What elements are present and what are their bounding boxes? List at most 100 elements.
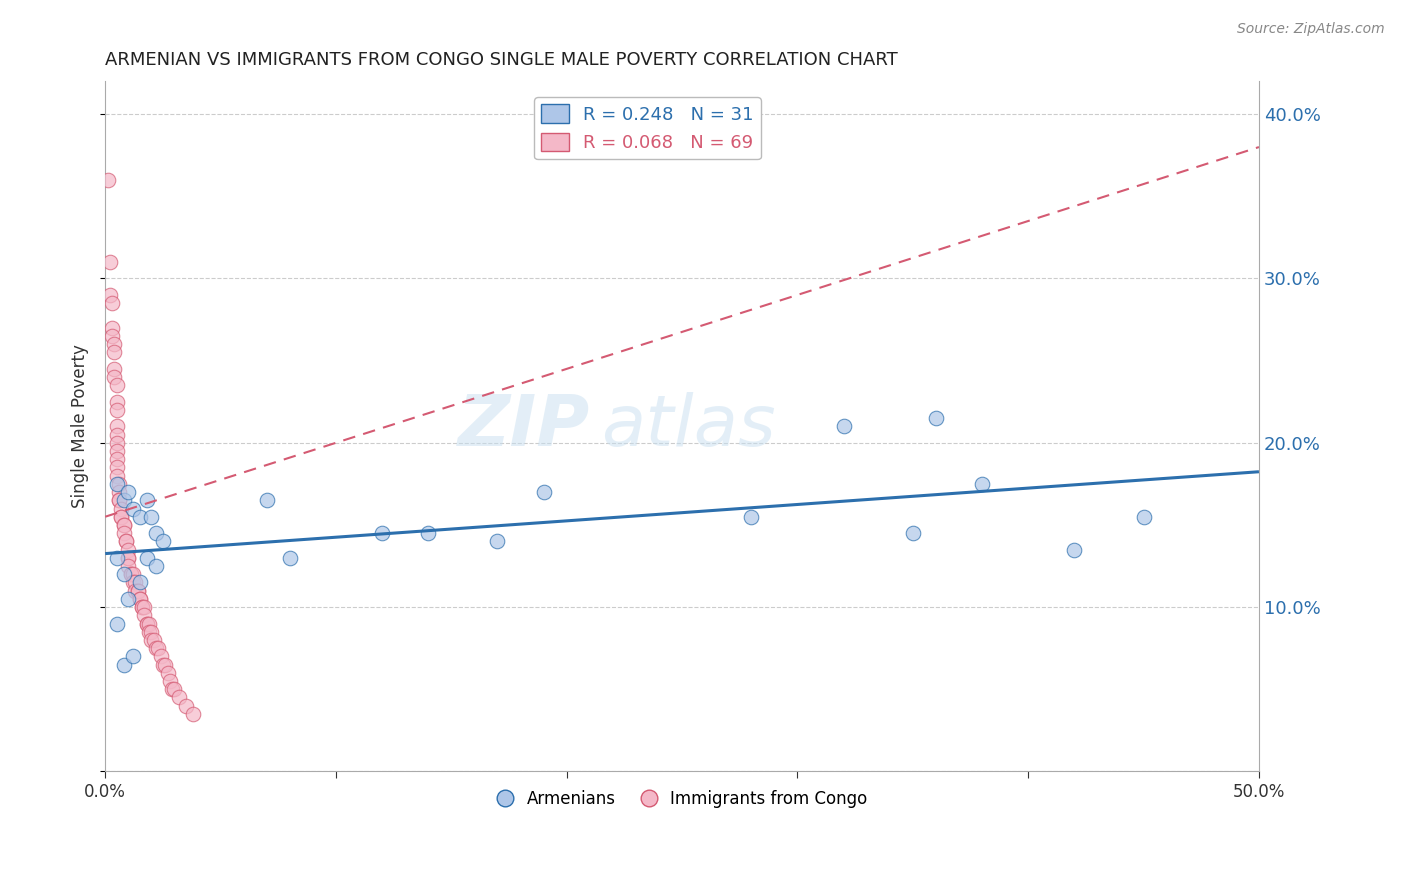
Point — [134, 608, 156, 623]
Point — [117, 550, 139, 565]
Legend: Armenians, Immigrants from Congo: Armenians, Immigrants from Congo — [489, 783, 875, 814]
Point — [256, 493, 278, 508]
Point — [1063, 542, 1085, 557]
Point — [117, 591, 139, 606]
Point — [105, 444, 128, 458]
Point — [103, 337, 125, 351]
Point — [122, 649, 145, 664]
Point — [108, 493, 131, 508]
Point — [278, 550, 301, 565]
Point — [105, 616, 128, 631]
Point — [925, 411, 948, 425]
Point — [163, 682, 186, 697]
Point — [105, 476, 128, 491]
Point — [108, 485, 131, 500]
Point — [112, 526, 135, 541]
Point — [901, 526, 924, 541]
Point — [141, 624, 163, 639]
Point — [141, 509, 163, 524]
Point — [112, 657, 135, 672]
Point — [117, 485, 139, 500]
Point — [152, 657, 174, 672]
Point — [117, 559, 139, 574]
Point — [115, 534, 138, 549]
Point — [127, 583, 149, 598]
Point — [117, 550, 139, 565]
Point — [156, 665, 179, 680]
Point — [103, 362, 125, 376]
Point — [120, 567, 142, 582]
Point — [108, 476, 131, 491]
Text: ARMENIAN VS IMMIGRANTS FROM CONGO SINGLE MALE POVERTY CORRELATION CHART: ARMENIAN VS IMMIGRANTS FROM CONGO SINGLE… — [105, 51, 898, 69]
Point — [134, 600, 156, 615]
Point — [98, 288, 121, 302]
Point — [152, 534, 174, 549]
Point — [371, 526, 394, 541]
Point — [135, 550, 157, 565]
Point — [105, 550, 128, 565]
Point — [135, 616, 157, 631]
Point — [159, 673, 181, 688]
Point — [122, 501, 145, 516]
Point — [970, 476, 993, 491]
Point — [142, 632, 165, 647]
Point — [174, 698, 197, 713]
Point — [160, 682, 183, 697]
Point — [138, 624, 160, 639]
Point — [138, 616, 160, 631]
Point — [110, 501, 132, 516]
Point — [110, 509, 132, 524]
Point — [120, 567, 142, 582]
Point — [105, 394, 128, 409]
Point — [96, 173, 118, 187]
Point — [832, 419, 855, 434]
Point — [148, 641, 170, 656]
Point — [127, 583, 149, 598]
Point — [105, 419, 128, 434]
Point — [149, 649, 172, 664]
Point — [131, 600, 153, 615]
Point — [181, 706, 204, 721]
Point — [128, 591, 150, 606]
Point — [112, 567, 135, 582]
Point — [112, 517, 135, 532]
Point — [740, 509, 762, 524]
Point — [105, 452, 128, 467]
Point — [112, 517, 135, 532]
Point — [105, 460, 128, 475]
Point — [124, 575, 146, 590]
Point — [131, 600, 153, 615]
Point — [105, 468, 128, 483]
Point — [115, 534, 138, 549]
Point — [128, 575, 150, 590]
Point — [117, 542, 139, 557]
Point — [122, 575, 145, 590]
Point — [122, 567, 145, 582]
Point — [105, 403, 128, 417]
Point — [135, 616, 157, 631]
Y-axis label: Single Male Poverty: Single Male Poverty — [72, 344, 89, 508]
Point — [110, 509, 132, 524]
Point — [418, 526, 440, 541]
Point — [98, 255, 121, 269]
Text: Source: ZipAtlas.com: Source: ZipAtlas.com — [1237, 22, 1385, 37]
Point — [105, 435, 128, 450]
Point — [145, 559, 167, 574]
Point — [103, 345, 125, 359]
Text: atlas: atlas — [602, 392, 776, 461]
Text: ZIP: ZIP — [457, 392, 589, 461]
Point — [112, 493, 135, 508]
Point — [155, 657, 177, 672]
Point — [1132, 509, 1154, 524]
Point — [145, 526, 167, 541]
Point — [124, 583, 146, 598]
Point — [103, 370, 125, 384]
Point — [167, 690, 190, 705]
Point — [135, 493, 157, 508]
Point — [105, 378, 128, 392]
Point — [128, 509, 150, 524]
Point — [105, 427, 128, 442]
Point — [101, 320, 124, 334]
Point — [486, 534, 509, 549]
Point — [128, 591, 150, 606]
